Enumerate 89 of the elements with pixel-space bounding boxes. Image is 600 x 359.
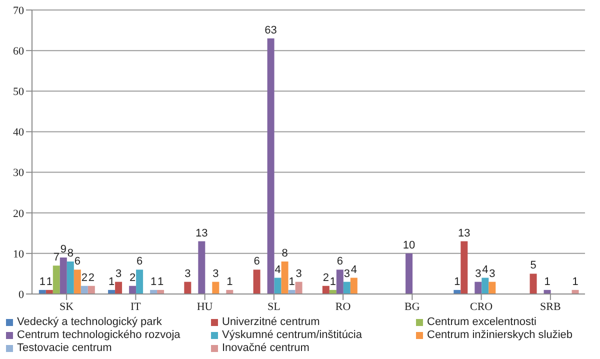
bar <box>350 278 358 294</box>
legend-label: Centrum inžinierskych služieb <box>427 329 572 342</box>
data-label: 1 <box>39 276 46 288</box>
bar <box>212 282 220 294</box>
legend-label: Výskumné centrum/inštitúcia <box>222 329 362 342</box>
data-label: 6 <box>254 256 260 268</box>
data-label: 4 <box>482 264 488 276</box>
bar <box>129 286 136 294</box>
x-tick-label: SRB <box>540 300 561 313</box>
data-label: 10 <box>402 239 416 252</box>
y-tick-label: 20 <box>13 208 24 220</box>
y-tick-label: 0 <box>18 288 24 301</box>
legend-label: Centrum technologického rozvoja <box>17 329 180 342</box>
bar <box>136 270 144 294</box>
y-tick-label: 70 <box>13 4 24 17</box>
data-label: 2 <box>322 272 329 284</box>
bar <box>474 282 482 294</box>
legend-label: Testovacie centrum <box>17 342 112 355</box>
data-label: 3 <box>475 268 482 280</box>
data-label: 9 <box>60 243 66 256</box>
bar <box>52 266 60 294</box>
data-label: 6 <box>336 256 343 268</box>
data-label: 1 <box>288 276 295 288</box>
data-label: 2 <box>129 272 136 284</box>
y-tick-label: 60 <box>13 45 24 58</box>
data-label: 4 <box>350 264 357 276</box>
bar <box>198 241 206 294</box>
legend-label: Centrum excelentnosti <box>427 316 536 329</box>
bar <box>184 282 192 294</box>
data-label: 6 <box>74 256 80 268</box>
data-label: 1 <box>330 276 336 288</box>
data-label: 1 <box>46 276 52 288</box>
bar <box>482 278 489 294</box>
data-label: 3 <box>296 268 302 280</box>
data-label: 3 <box>344 268 350 280</box>
legend-label: Inovačné centrum <box>222 342 310 355</box>
bar <box>274 278 282 294</box>
legend-label: Univerzitné centrum <box>222 316 320 329</box>
x-tick-label: CRO <box>470 300 493 313</box>
x-tick-label: SK <box>60 300 74 313</box>
data-label: 6 <box>136 256 143 268</box>
data-label: 3 <box>184 268 191 280</box>
data-label: 8 <box>67 248 74 260</box>
x-tick-label: RO <box>335 300 351 313</box>
bar <box>406 253 413 294</box>
data-label: 5 <box>530 260 536 272</box>
data-label: 1 <box>150 276 157 288</box>
bar <box>66 262 74 294</box>
data-label: 13 <box>196 227 208 240</box>
data-label: 1 <box>108 276 115 288</box>
data-label: 8 <box>282 248 288 260</box>
x-tick-label: IT <box>130 300 142 313</box>
data-label: 7 <box>53 252 60 264</box>
bar <box>281 262 288 294</box>
data-label: 1 <box>454 276 460 288</box>
x-tick-label: BG <box>404 300 420 313</box>
y-tick-label: 30 <box>13 167 24 180</box>
data-label: 1 <box>572 276 578 288</box>
y-tick-label: 10 <box>13 248 24 260</box>
bar <box>488 282 496 294</box>
bar <box>80 286 88 294</box>
bar <box>88 286 95 294</box>
data-label: 2 <box>81 272 88 284</box>
bar <box>267 38 274 294</box>
bar <box>60 257 67 294</box>
bar <box>74 270 81 294</box>
data-label: 4 <box>274 264 281 276</box>
data-label: 2 <box>88 272 94 284</box>
data-label: 13 <box>458 227 470 240</box>
bar <box>343 282 350 294</box>
data-label: 3 <box>212 268 219 280</box>
data-label: 3 <box>115 268 122 280</box>
bar <box>322 286 330 294</box>
data-label: 1 <box>544 276 550 288</box>
bar <box>295 282 302 294</box>
bar <box>460 241 468 294</box>
bar <box>115 282 122 294</box>
y-tick-label: 40 <box>13 126 24 139</box>
x-tick-label: HU <box>196 300 213 313</box>
bar <box>530 274 537 294</box>
y-tick-label: 50 <box>13 86 24 98</box>
bar <box>253 270 260 294</box>
data-label: 3 <box>489 268 496 280</box>
data-label: 1 <box>226 276 233 288</box>
x-tick-label: SL <box>268 300 281 313</box>
data-label: 1 <box>157 276 164 288</box>
bar <box>336 270 344 294</box>
legend-label: Vedecký a technologický park <box>17 316 162 329</box>
data-label: 63 <box>264 24 277 36</box>
